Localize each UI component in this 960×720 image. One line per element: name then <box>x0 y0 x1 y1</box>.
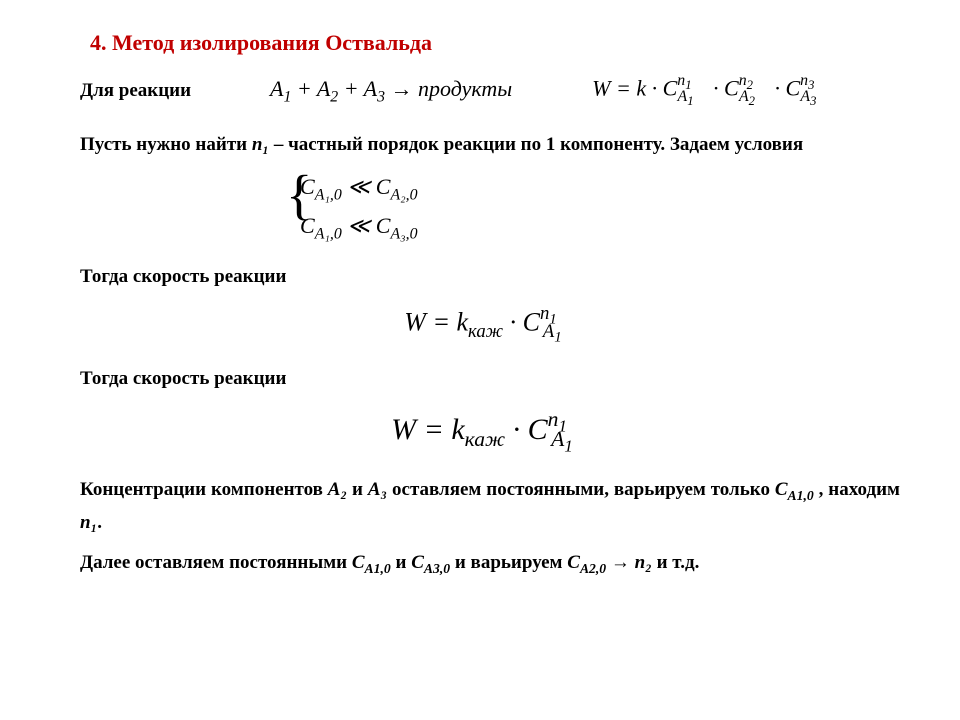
rate-equation: W = k · Cn1A1 · Cn2A2 · Cn3A3 <box>592 74 830 109</box>
reaction-row: Для реакции A1 + A2 + A3 → продукты W = … <box>80 74 900 109</box>
paragraph-5: Далее оставляем постоянными CA1,0 и CA3,… <box>80 547 900 580</box>
condition-1: CA₁,0 ≪ CA₂,0 <box>300 169 900 208</box>
equation-2: W = kкаж · Cn1A1 <box>80 305 900 347</box>
reaction-label: Для реакции <box>80 80 260 102</box>
slide-title: 4. Метод изолирования Оствальда <box>90 30 900 56</box>
paragraph-2: Тогда скорость реакции <box>80 261 900 293</box>
equation-3: W = kкаж · Cn1A1 <box>80 409 900 456</box>
paragraph-4: Концентрации компонентов A₂ и A₃ оставля… <box>80 474 900 539</box>
slide-content: 4. Метод изолирования Оствальда Для реак… <box>0 0 960 720</box>
left-brace-icon: { <box>286 167 312 222</box>
condition-2: CA₁,0 ≪ CA₃,0 <box>300 208 900 247</box>
reaction-equation: A1 + A2 + A3 → продукты <box>270 76 512 106</box>
paragraph-3: Тогда скорость реакции <box>80 363 900 395</box>
conditions-block: { CA₁,0 ≪ CA₂,0 CA₁,0 ≪ CA₃,0 <box>300 169 900 246</box>
paragraph-1: Пусть нужно найти n₁ – частный порядок р… <box>80 129 900 161</box>
